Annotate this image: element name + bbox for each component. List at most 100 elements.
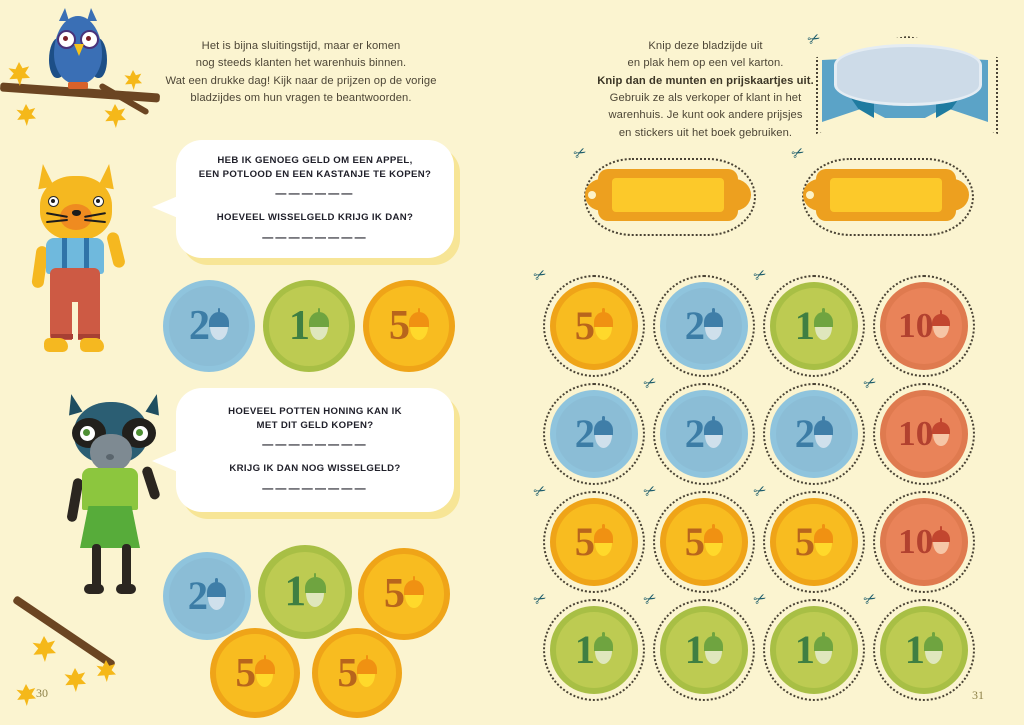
coin-face: 2 <box>169 558 245 634</box>
acorn-icon <box>813 632 834 664</box>
scissors-icon: ✂ <box>640 373 660 394</box>
coin-face: 2 <box>169 286 249 366</box>
coin-face: 5 <box>369 286 449 366</box>
coin-5[interactable]: 5 <box>770 498 858 586</box>
coin-10[interactable]: 10 <box>880 390 968 478</box>
bubble-tail <box>152 196 178 218</box>
cutout-coin-5[interactable]: ✂ 5 <box>751 481 865 593</box>
coin-1[interactable]: 1 <box>770 282 858 370</box>
acorn-icon <box>304 573 326 607</box>
page-number-left: 30 <box>36 686 48 700</box>
acorn-icon <box>208 307 230 341</box>
scissors-icon: ✂ <box>570 143 590 164</box>
coin-cut-line <box>543 599 645 701</box>
coin-1[interactable]: 1 <box>263 280 355 372</box>
cutout-coin-1[interactable]: ✂ 1 <box>861 589 975 701</box>
cutout-coin-2[interactable]: 2 <box>543 383 645 485</box>
cutout-coin-2[interactable]: 2 <box>653 275 755 377</box>
coin-face: 5 <box>318 634 396 712</box>
coin-2[interactable]: 2 <box>163 552 251 640</box>
coin-2[interactable]: 2 <box>163 280 255 372</box>
coin-cut-line <box>873 599 975 701</box>
coin-value: 5 <box>389 304 430 347</box>
coin-value: 5 <box>575 305 614 346</box>
acorn-icon <box>932 310 950 339</box>
cutout-coin-10[interactable]: 10 <box>873 275 975 377</box>
coin-value: 1 <box>795 629 834 670</box>
coin-5[interactable]: 5 <box>550 282 638 370</box>
price-tag-2[interactable]: ✂ <box>789 143 974 236</box>
cutout-coin-2[interactable]: ✂ 2 <box>641 373 755 485</box>
coin-value: 10 <box>898 416 950 452</box>
cutout-coin-10[interactable]: ✂ 10 <box>861 373 975 485</box>
banner-panel <box>834 44 982 106</box>
coin-1[interactable]: 1 <box>880 606 968 694</box>
bubble-question-line: HOEVEEL POTTEN HONING KAN IK <box>228 405 402 417</box>
cutout-coin-1[interactable]: ✂ 1 <box>751 589 865 701</box>
cutout-coin-5[interactable]: ✂ 5 <box>531 265 645 377</box>
bubble-question-line: HOEVEEL WISSELGELD KRIJG IK DAN? <box>216 212 414 224</box>
coin-value: 2 <box>188 575 227 616</box>
cutout-coin-5[interactable]: ✂ 5 <box>641 481 755 593</box>
cutout-coin-1[interactable]: ✂ 1 <box>751 265 865 377</box>
coin-face: 2 <box>666 288 742 364</box>
cutout-coin-1[interactable]: ✂ 1 <box>531 589 645 701</box>
coin-value: 1 <box>284 570 326 613</box>
tag-hole <box>588 191 596 199</box>
leaf-icon <box>32 636 56 662</box>
coin-1[interactable]: 1 <box>660 606 748 694</box>
coin-2[interactable]: 2 <box>770 390 858 478</box>
coin-cut-line <box>653 275 755 377</box>
answer-blank[interactable]: ———————— <box>262 439 368 452</box>
coin-2[interactable]: 2 <box>660 390 748 478</box>
intro-line: Wat een drukke dag! Kijk naar de prijzen… <box>165 74 437 87</box>
coin-10[interactable]: 10 <box>880 498 968 586</box>
coin-10[interactable]: 10 <box>880 282 968 370</box>
coin-1[interactable]: 1 <box>258 545 352 639</box>
acorn-icon <box>408 307 430 341</box>
coin-value: 1 <box>905 629 944 670</box>
coin-face: 1 <box>886 612 962 688</box>
coin-face: 2 <box>556 396 632 472</box>
cutout-coin-2[interactable]: 2 <box>763 383 865 485</box>
coin-cut-line <box>543 491 645 593</box>
acorn-icon <box>703 308 724 340</box>
tag-inner <box>612 178 724 212</box>
acorn-icon <box>813 416 834 448</box>
coin-5[interactable]: 5 <box>363 280 455 372</box>
price-tag-1[interactable]: ✂ <box>571 143 756 236</box>
coin-5[interactable]: 5 <box>312 628 402 718</box>
coin-face: 5 <box>776 504 852 580</box>
coin-5[interactable]: 5 <box>358 548 450 640</box>
coin-face: 5 <box>666 504 742 580</box>
coin-2[interactable]: 2 <box>550 390 638 478</box>
scissors-icon: ✂ <box>750 265 770 286</box>
cutout-coin-5[interactable]: ✂ 5 <box>531 481 645 593</box>
coin-face: 2 <box>666 396 742 472</box>
coin-1[interactable]: 1 <box>550 606 638 694</box>
coin-value: 2 <box>795 413 834 454</box>
coin-5[interactable]: 5 <box>210 628 300 718</box>
answer-blank[interactable]: ———————— <box>262 483 368 496</box>
coin-value: 5 <box>337 651 377 693</box>
acorn-icon <box>593 524 614 556</box>
raccoon-speech-bubble: HOEVEEL POTTEN HONING KAN IK MET DIT GEL… <box>152 388 454 512</box>
answer-blank[interactable]: ———————— <box>262 232 368 245</box>
left-page: Het is bijna sluitingstijd, maar er kome… <box>0 8 455 718</box>
cutout-coin-1[interactable]: ✂ 1 <box>641 589 755 701</box>
bubble-question-line: KRIJG IK DAN NOG WISSELGELD? <box>229 463 401 475</box>
coin-5[interactable]: 5 <box>550 498 638 586</box>
coin-cut-line <box>763 275 865 377</box>
acorn-icon <box>356 655 377 688</box>
coin-value: 10 <box>898 524 950 560</box>
coin-5[interactable]: 5 <box>660 498 748 586</box>
answer-blank[interactable]: —————— <box>275 188 355 201</box>
ribbon-banner[interactable]: ✂ <box>805 29 998 134</box>
coin-face: 1 <box>776 612 852 688</box>
coin-2[interactable]: 2 <box>660 282 748 370</box>
scissors-icon: ✂ <box>860 589 880 610</box>
acorn-icon <box>932 526 950 555</box>
coin-1[interactable]: 1 <box>770 606 858 694</box>
cutout-coin-10[interactable]: 10 <box>873 491 975 593</box>
scissors-icon: ✂ <box>788 143 808 164</box>
